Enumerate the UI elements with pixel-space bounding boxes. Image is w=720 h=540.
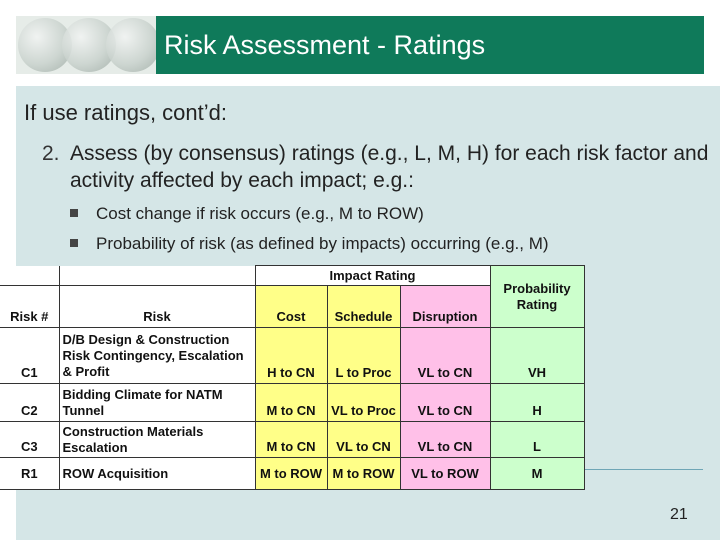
table-row: C1 D/B Design & Construction Risk Contin… [0, 327, 585, 384]
schedule-cell: L to Proc [326, 327, 401, 384]
globe-icon [106, 18, 156, 72]
bullet-icon [70, 209, 78, 217]
risk-name-cell: D/B Design & Construction Risk Contingen… [58, 327, 256, 384]
schedule-cell: M to ROW [326, 457, 401, 490]
disruption-cell: VL to ROW [399, 457, 491, 490]
risk-rating-table: Impact Rating Probability Rating Risk # … [0, 265, 585, 490]
risk-id-cell: R1 [0, 457, 60, 490]
header-probability-rating: Probability Rating [489, 265, 585, 328]
schedule-cell: VL to CN [326, 421, 401, 458]
bullet-icon [70, 239, 78, 247]
item-text: Assess (by consensus) ratings (e.g., L, … [70, 142, 709, 192]
probability-cell: VH [489, 327, 585, 384]
slide-title: Risk Assessment - Ratings [164, 30, 486, 60]
disruption-cell: VL to CN [399, 421, 491, 458]
page-number: 21 [670, 506, 688, 523]
cost-cell: H to CN [254, 327, 328, 384]
cost-cell: M to CN [254, 383, 328, 422]
disruption-cell: VL to CN [399, 327, 491, 384]
schedule-cell: VL to Proc [326, 383, 401, 422]
probability-cell: M [489, 457, 585, 490]
header-cost: Cost [254, 285, 328, 328]
risk-id-cell: C3 [0, 421, 60, 458]
disruption-cell: VL to CN [399, 383, 491, 422]
header-risk: Risk [58, 285, 256, 328]
blank-cell [58, 265, 256, 286]
impact-rating-header: Impact Rating [254, 265, 491, 286]
risk-id-cell: C1 [0, 327, 60, 384]
intro-text: If use ratings, cont’d: [24, 100, 227, 125]
cost-cell: M to ROW [254, 457, 328, 490]
probability-cell: L [489, 421, 585, 458]
risk-name-cell: Construction Materials Escalation [58, 421, 256, 458]
table-row: C2 Bidding Climate for NATM Tunnel M to … [0, 383, 585, 422]
table-row: C3 Construction Materials Escalation M t… [0, 421, 585, 458]
header-risk-number: Risk # [0, 285, 60, 328]
bullet-text-probability: Probability of risk (as defined by impac… [96, 234, 549, 253]
risk-id-cell: C2 [0, 383, 60, 422]
globe-logo [16, 16, 156, 74]
cost-cell: M to CN [254, 421, 328, 458]
table-row: R1 ROW Acquisition M to ROW M to ROW VL … [0, 457, 585, 490]
title-banner: Risk Assessment - Ratings [16, 16, 704, 74]
probability-cell: H [489, 383, 585, 422]
table-group-header-row: Impact Rating Probability Rating [0, 265, 585, 328]
blank-cell [0, 265, 60, 286]
risk-name-cell: Bidding Climate for NATM Tunnel [58, 383, 256, 422]
header-schedule: Schedule [326, 285, 401, 328]
divider-line [585, 469, 703, 470]
risk-name-cell: ROW Acquisition [58, 457, 256, 490]
bullet-text-cost: Cost change if risk occurs (e.g., M to R… [96, 204, 424, 223]
table-header-row: Risk # Risk Cost Schedule Disruption [0, 285, 584, 328]
item-number: 2. [42, 142, 60, 165]
header-disruption: Disruption [399, 285, 491, 328]
